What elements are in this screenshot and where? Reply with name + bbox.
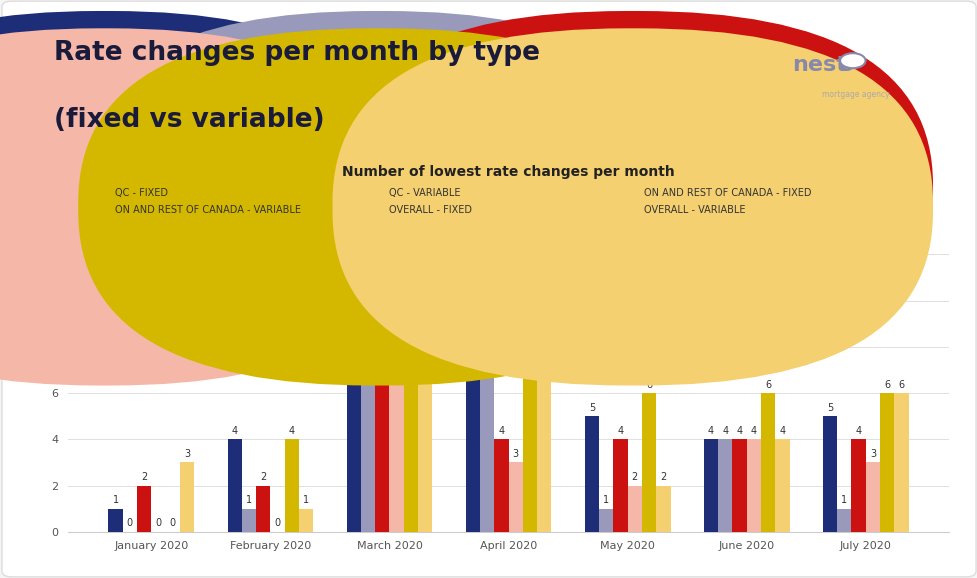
Text: OVERALL - VARIABLE: OVERALL - VARIABLE (643, 205, 744, 215)
Bar (656, 486, 670, 532)
Text: 9: 9 (379, 310, 385, 320)
Bar (137, 486, 151, 532)
Text: 6: 6 (646, 380, 652, 390)
Text: ON AND REST OF CANADA - VARIABLE: ON AND REST OF CANADA - VARIABLE (115, 205, 301, 215)
Bar (241, 509, 256, 532)
Text: 9: 9 (540, 310, 547, 320)
Bar (361, 370, 375, 532)
Text: 2: 2 (631, 472, 637, 482)
Bar (536, 324, 551, 532)
Text: 2: 2 (141, 472, 148, 482)
Bar (851, 439, 865, 532)
Bar (641, 393, 656, 532)
Bar (417, 347, 432, 532)
Text: mortgage agency: mortgage agency (822, 90, 889, 99)
Text: 10: 10 (524, 287, 535, 297)
Text: 4: 4 (779, 426, 785, 436)
Text: 4: 4 (707, 426, 713, 436)
Text: 4: 4 (288, 426, 295, 436)
Text: QC - VARIABLE: QC - VARIABLE (389, 188, 460, 198)
Text: 2: 2 (659, 472, 665, 482)
Text: 1: 1 (840, 495, 846, 505)
Text: 8: 8 (469, 334, 476, 343)
Text: Number of lowest rate changes per month: Number of lowest rate changes per month (342, 165, 674, 179)
Bar (480, 324, 493, 532)
Text: 0: 0 (170, 518, 176, 528)
Text: (fixed vs variable): (fixed vs variable) (54, 107, 324, 133)
Text: 4: 4 (498, 426, 504, 436)
Text: 2: 2 (260, 472, 266, 482)
Bar (584, 416, 599, 532)
Bar (180, 462, 194, 532)
Text: 0: 0 (127, 518, 133, 528)
Text: 4: 4 (721, 426, 728, 436)
Text: 6: 6 (898, 380, 904, 390)
Bar (836, 509, 851, 532)
Bar (508, 462, 523, 532)
Text: 5: 5 (827, 403, 832, 413)
Bar (822, 416, 836, 532)
Text: 3: 3 (184, 449, 190, 459)
Bar (627, 486, 641, 532)
Text: 1: 1 (245, 495, 252, 505)
Text: o: o (838, 55, 854, 75)
Bar (760, 393, 775, 532)
Text: Rate changes per month by type: Rate changes per month by type (54, 40, 539, 66)
Bar (775, 439, 788, 532)
Bar (108, 509, 123, 532)
Bar (404, 324, 417, 532)
Text: 5: 5 (588, 403, 594, 413)
Text: 4: 4 (736, 426, 742, 436)
Bar (346, 347, 361, 532)
Text: 7: 7 (364, 357, 371, 366)
Text: 0: 0 (275, 518, 280, 528)
Text: 9: 9 (484, 310, 489, 320)
Bar (465, 347, 480, 532)
Text: 1: 1 (303, 495, 309, 505)
Bar (256, 486, 270, 532)
Bar (599, 509, 613, 532)
Bar (228, 439, 241, 532)
Text: OVERALL - FIXED: OVERALL - FIXED (389, 205, 472, 215)
Text: 0: 0 (155, 518, 161, 528)
Text: 9: 9 (407, 310, 413, 320)
Text: ON AND REST OF CANADA - FIXED: ON AND REST OF CANADA - FIXED (643, 188, 810, 198)
Text: 8: 8 (422, 334, 428, 343)
Text: 4: 4 (750, 426, 756, 436)
Text: 4: 4 (616, 426, 623, 436)
Bar (732, 439, 746, 532)
Bar (523, 301, 536, 532)
Bar (879, 393, 893, 532)
Bar (865, 462, 879, 532)
Text: nest: nest (791, 55, 846, 75)
Text: QC - FIXED: QC - FIXED (115, 188, 168, 198)
Text: 3: 3 (512, 449, 518, 459)
Text: 6: 6 (764, 380, 771, 390)
Text: 8: 8 (351, 334, 357, 343)
Text: 1: 1 (603, 495, 609, 505)
Bar (284, 439, 299, 532)
Text: 6: 6 (883, 380, 889, 390)
Text: 3: 3 (869, 449, 875, 459)
Bar (375, 324, 389, 532)
Text: 4: 4 (855, 426, 861, 436)
Bar (389, 370, 404, 532)
Bar (613, 439, 627, 532)
Bar (893, 393, 908, 532)
Text: 7: 7 (393, 357, 400, 366)
Bar (703, 439, 717, 532)
Text: 4: 4 (232, 426, 237, 436)
Bar (493, 439, 508, 532)
Bar (299, 509, 313, 532)
Bar (746, 439, 760, 532)
Bar (717, 439, 732, 532)
Text: 1: 1 (112, 495, 118, 505)
